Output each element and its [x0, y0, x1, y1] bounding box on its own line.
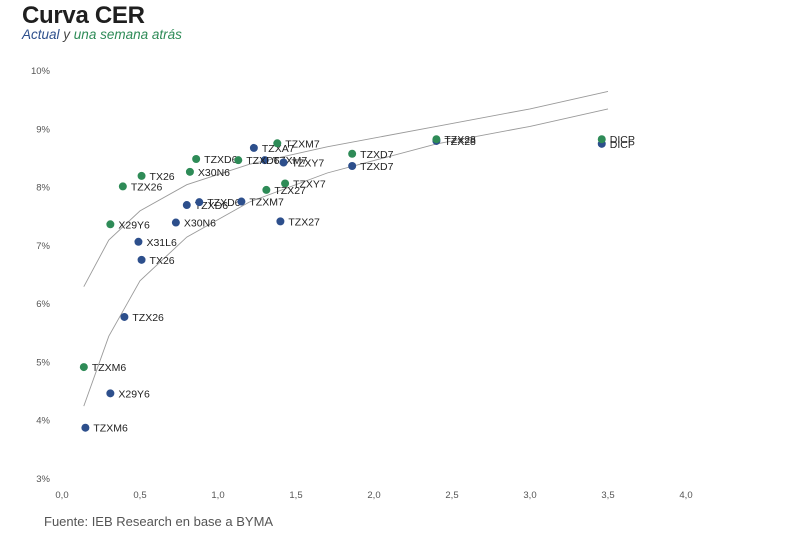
actual-point-label: TZXM7	[249, 197, 284, 209]
previous-point	[262, 185, 271, 194]
previous-point	[281, 179, 290, 188]
actual-point-label: TX26	[150, 255, 175, 267]
y-tick-label: 7%	[36, 241, 50, 252]
previous-point	[137, 171, 146, 180]
subtitle-actual: Actual	[22, 27, 60, 42]
actual-point	[137, 255, 146, 264]
previous-point-label: X30N6	[198, 167, 230, 179]
previous-point	[432, 135, 441, 144]
x-tick-label: 0,5	[133, 490, 146, 501]
previous-point-label: TZX27	[274, 185, 306, 197]
actual-point-label: X31L6	[146, 237, 177, 249]
previous-point-label: TX26	[150, 171, 175, 183]
actual-point-label: TZXD7	[360, 161, 393, 173]
y-tick-label: 5%	[36, 357, 50, 368]
actual-point-label: TZXY7	[292, 158, 325, 170]
y-tick-label: 8%	[36, 183, 50, 194]
x-tick-label: 1,5	[289, 490, 302, 501]
actual-point	[348, 162, 357, 171]
actual-point	[276, 217, 285, 226]
actual-point	[249, 143, 258, 152]
actual-point-label: TZX28	[444, 136, 476, 148]
actual-point	[171, 218, 180, 227]
chart-source: Fuente: IEB Research en base a BYMA	[44, 514, 274, 529]
chart-title: Curva CER	[22, 2, 145, 29]
actual-point	[182, 201, 191, 210]
previous-point	[273, 139, 282, 148]
actual-point-label: TZXA7	[262, 143, 295, 155]
trendline	[83, 108, 609, 407]
x-tick-label: 2,0	[367, 490, 380, 501]
chart-subtitle: Actual y una semana atrás	[22, 27, 182, 42]
previous-point	[348, 149, 357, 158]
previous-point-label: TZXD7	[360, 149, 393, 161]
previous-point-label: TZX28	[444, 134, 476, 146]
x-tick-label: 2,5	[445, 490, 458, 501]
actual-point	[134, 237, 143, 246]
x-tick-label: 3,0	[523, 490, 536, 501]
actual-point	[195, 198, 204, 207]
y-tick-label: 10%	[31, 66, 51, 77]
y-tick-label: 9%	[36, 124, 50, 135]
previous-point-label: TZXM6	[92, 362, 127, 374]
x-tick-label: 3,5	[601, 490, 614, 501]
previous-point	[79, 363, 88, 372]
actual-point	[237, 197, 246, 206]
trendline	[83, 90, 609, 287]
previous-point	[118, 182, 127, 191]
previous-point-label: TZX26	[131, 181, 163, 193]
actual-point-label: DICP	[610, 139, 635, 151]
actual-point-label: TZX26	[132, 312, 164, 324]
previous-point-label: TZXY7	[293, 178, 326, 190]
x-tick-label: 0,0	[55, 490, 68, 501]
y-tick-label: 4%	[36, 416, 50, 427]
previous-point-label: TZXD6	[204, 154, 237, 166]
actual-point	[81, 423, 90, 432]
y-tick-label: 6%	[36, 299, 50, 310]
actual-point-label: TZXM6	[93, 423, 128, 435]
x-tick-label: 4,0	[679, 490, 692, 501]
x-tick-label: 1,0	[211, 490, 224, 501]
subtitle-conjunction: y	[59, 27, 74, 42]
actual-point-label: TZX27	[288, 216, 320, 228]
previous-point	[185, 167, 194, 176]
previous-point-label: DICP	[610, 134, 635, 146]
actual-point	[106, 389, 115, 398]
actual-point-label: X30N6	[184, 218, 216, 230]
actual-point-label: TZXD6	[207, 197, 240, 209]
previous-point	[192, 155, 201, 164]
previous-point-label: TZXD6	[246, 155, 279, 167]
actual-point-label: X29Y6	[118, 388, 150, 400]
y-tick-label: 3%	[36, 474, 50, 485]
actual-point	[120, 312, 129, 321]
actual-point	[260, 156, 269, 165]
previous-point-label: TZXM7	[285, 138, 320, 150]
previous-point-label: X29Y6	[118, 219, 150, 231]
previous-point	[106, 220, 115, 229]
previous-point	[597, 135, 606, 144]
actual-point	[279, 158, 288, 167]
previous-point	[234, 156, 243, 165]
subtitle-previous-week: una semana atrás	[73, 27, 182, 42]
